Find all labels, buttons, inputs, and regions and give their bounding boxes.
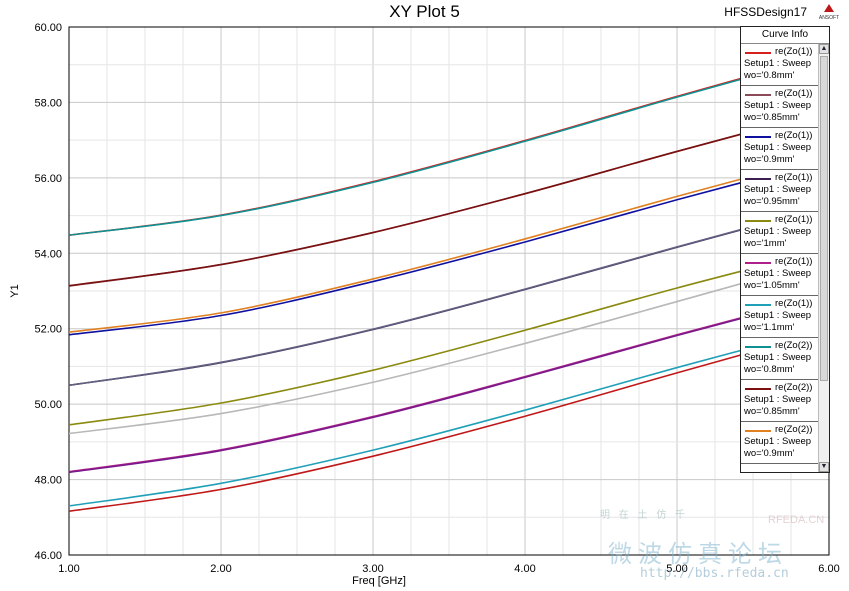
series-line-11[interactable] bbox=[68, 204, 830, 387]
legend-swatch bbox=[745, 136, 771, 138]
legend-series-desc: Setup1 : Sweep wo='0.8mm' bbox=[744, 58, 812, 81]
x-tick-label: 4.00 bbox=[514, 563, 535, 575]
legend-scrollbar[interactable]: ▲ ▼ bbox=[818, 44, 829, 472]
watermark-line3: 微波仿真论坛 bbox=[608, 540, 788, 568]
legend-series-desc: Setup1 : Sweep wo='0.9mm' bbox=[744, 142, 812, 165]
legend-series-name: re(Zo(2)) bbox=[775, 340, 813, 351]
legend-series-desc: Setup1 : Sweep wo='1.05mm' bbox=[744, 268, 812, 291]
scroll-thumb[interactable] bbox=[820, 56, 828, 381]
legend-entry[interactable]: re(Zo(2)) Setup1 : Sweep wo='0.8mm' bbox=[741, 338, 819, 380]
legend-series-name: re(Zo(1)) bbox=[775, 298, 813, 309]
watermark-line1: 明 在 土 仿 千 bbox=[600, 510, 689, 521]
x-tick-label: 5.00 bbox=[666, 563, 687, 575]
y-tick-label: 56.00 bbox=[34, 173, 62, 185]
legend-entry[interactable]: re(Zo(1)) Setup1 : Sweep wo='0.85mm' bbox=[741, 86, 819, 128]
legend-series-name: re(Zo(1)) bbox=[775, 172, 813, 183]
watermark-line4: http://bbs.rfeda.cn bbox=[640, 566, 789, 581]
y-tick-label: 46.00 bbox=[34, 550, 62, 562]
x-tick-label: 3.00 bbox=[362, 563, 383, 575]
watermark-line2: RFEDA.CN bbox=[768, 514, 825, 526]
x-tick-label: 2.00 bbox=[210, 563, 231, 575]
y-tick-label: 54.00 bbox=[34, 248, 62, 260]
series-line-8[interactable] bbox=[68, 54, 830, 236]
y-tick-label: 48.00 bbox=[34, 475, 62, 487]
legend-swatch bbox=[745, 388, 771, 390]
chart-title: XY Plot 5 bbox=[389, 2, 460, 21]
legend-swatch bbox=[745, 52, 771, 54]
legend-series-name: re(Zo(1)) bbox=[775, 88, 813, 99]
legend-entry[interactable]: re(Zo(1)) Setup1 : Sweep wo='0.95mm' bbox=[741, 170, 819, 212]
legend-swatch bbox=[745, 178, 771, 180]
legend-series-name: re(Zo(1)) bbox=[775, 214, 813, 225]
ansoft-logo: ANSOFT bbox=[819, 4, 839, 21]
legend-swatch bbox=[745, 220, 771, 222]
legend-series-name: re(Zo(1)) bbox=[775, 46, 813, 57]
y-tick-label: 52.00 bbox=[34, 324, 62, 336]
y-tick-label: 58.00 bbox=[34, 97, 62, 109]
legend-swatch bbox=[745, 304, 771, 306]
legend-swatch bbox=[745, 346, 771, 348]
legend-series-desc: Setup1 : Sweep wo='1mm' bbox=[744, 226, 812, 249]
svg-text:ANSOFT: ANSOFT bbox=[819, 15, 839, 21]
legend-series-name: re(Zo(2)) bbox=[775, 424, 813, 435]
series-line-5[interactable] bbox=[68, 247, 830, 426]
forum-watermark: 明 在 土 仿 千 RFEDA.CN 微波仿真论坛 http://bbs.rfe… bbox=[600, 506, 835, 588]
legend-entry[interactable]: re(Zo(1)) Setup1 : Sweep wo='1.1mm' bbox=[741, 296, 819, 338]
x-axis-label: Freq [GHz] bbox=[352, 575, 406, 587]
legend-entry[interactable]: re(Zo(1)) Setup1 : Sweep wo='0.9mm' bbox=[741, 128, 819, 170]
legend-items: re(Zo(1)) Setup1 : Sweep wo='0.8mm' re(Zo(… bbox=[741, 44, 819, 464]
y-tick-label: 60.00 bbox=[34, 22, 62, 34]
y-tick-label: 50.00 bbox=[34, 399, 62, 411]
series-line-14[interactable] bbox=[68, 329, 830, 513]
legend-entry[interactable]: re(Zo(1)) Setup1 : Sweep wo='1.05mm' bbox=[741, 254, 819, 296]
legend-entry[interactable]: re(Zo(1)) Setup1 : Sweep wo='0.8mm' bbox=[741, 44, 819, 86]
series-line-7[interactable] bbox=[68, 326, 830, 507]
scroll-up-button[interactable]: ▲ bbox=[819, 44, 829, 54]
legend-series-desc: Setup1 : Sweep wo='0.9mm' bbox=[744, 436, 812, 459]
legend-entry[interactable]: re(Zo(2)) Setup1 : Sweep wo='0.85mm' bbox=[741, 380, 819, 422]
legend-entry[interactable]: re(Zo(1)) Setup1 : Sweep wo='1mm' bbox=[741, 212, 819, 254]
legend-series-desc: Setup1 : Sweep wo='0.8mm' bbox=[744, 352, 812, 375]
legend-entry[interactable]: re(Zo(2)) Setup1 : Sweep wo='0.9mm' bbox=[741, 422, 819, 464]
x-tick-label: 1.00 bbox=[58, 563, 79, 575]
scroll-down-button[interactable]: ▼ bbox=[819, 462, 829, 472]
legend-series-name: re(Zo(1)) bbox=[775, 256, 813, 267]
design-name: HFSSDesign17 bbox=[724, 5, 807, 19]
legend-series-desc: Setup1 : Sweep wo='0.85mm' bbox=[744, 394, 812, 417]
x-tick-label: 6.00 bbox=[818, 563, 839, 575]
legend-series-desc: Setup1 : Sweep wo='0.85mm' bbox=[744, 100, 812, 123]
series-line-10[interactable] bbox=[68, 155, 830, 333]
legend-series-name: re(Zo(1)) bbox=[775, 130, 813, 141]
curve-info-legend[interactable]: Curve Info re(Zo(1)) Setup1 : Sweep wo='0… bbox=[740, 26, 830, 473]
legend-swatch bbox=[745, 430, 771, 432]
legend-series-name: re(Zo(2)) bbox=[775, 382, 813, 393]
series-line-13[interactable] bbox=[68, 294, 830, 474]
series-line-3[interactable] bbox=[68, 158, 830, 336]
y-axis-label: Y1 bbox=[9, 284, 21, 297]
series-line-12[interactable] bbox=[68, 258, 830, 435]
legend-series-desc: Setup1 : Sweep wo='0.95mm' bbox=[744, 184, 812, 207]
legend-swatch bbox=[745, 94, 771, 96]
series-line-9[interactable] bbox=[68, 109, 830, 287]
legend-series-desc: Setup1 : Sweep wo='1.1mm' bbox=[744, 310, 812, 333]
legend-swatch bbox=[745, 262, 771, 264]
legend-title: Curve Info bbox=[741, 27, 829, 44]
